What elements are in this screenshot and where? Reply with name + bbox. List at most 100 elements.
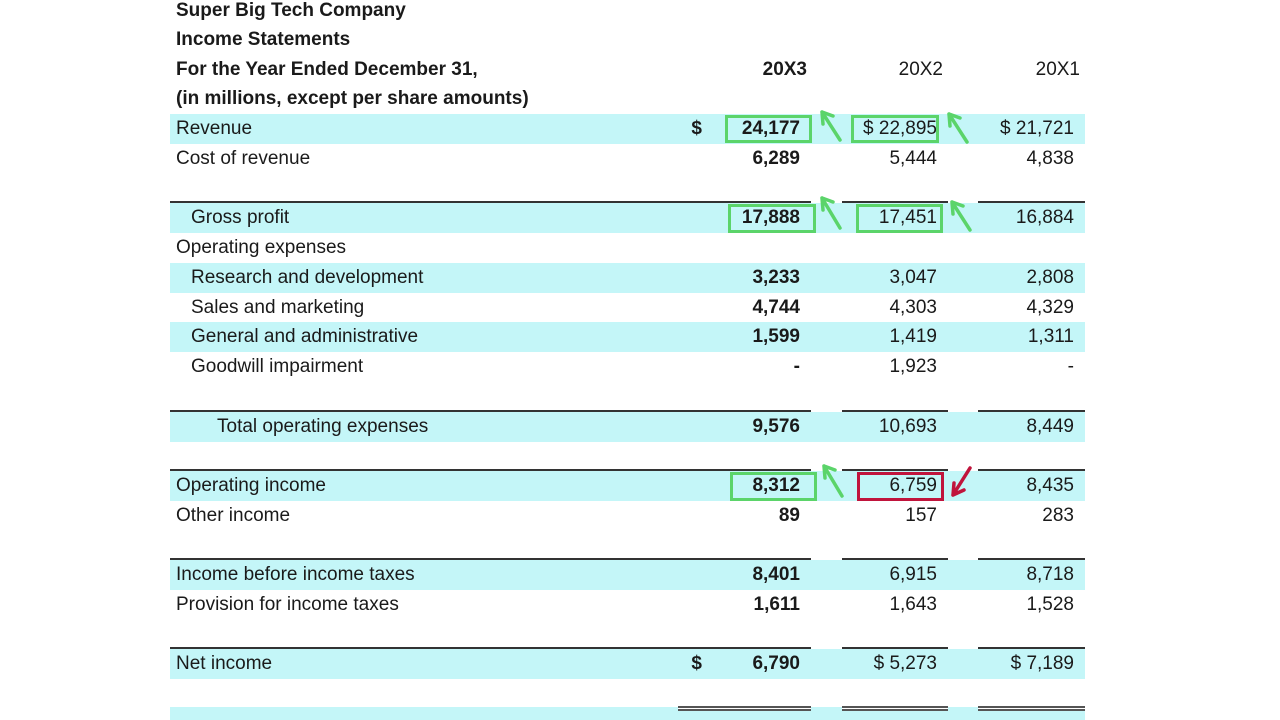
row-band — [170, 412, 1085, 442]
table-row: Income before income taxes 8,401 6,915 8… — [0, 560, 1280, 590]
row-label: Gross profit — [191, 207, 290, 228]
subtotal-rule — [842, 647, 948, 649]
table-row: Other income 89 157 283 — [0, 501, 1280, 531]
double-rule — [678, 706, 811, 711]
units-label: (in millions, except per share amounts) — [176, 88, 529, 109]
value-20x3: 6,289 — [752, 148, 800, 169]
value-20x3: 1,611 — [753, 594, 801, 615]
table-row: Net income $ 6,790 $ 5,273 $ 7,189 — [0, 649, 1280, 679]
row-label: Operating income — [176, 475, 326, 496]
value-20x2: 4,303 — [889, 297, 937, 318]
subtotal-rule — [170, 410, 811, 412]
subtotal-rule — [842, 558, 948, 560]
value-20x2: 1,643 — [889, 594, 937, 615]
table-row: Total operating expenses 9,576 10,693 8,… — [0, 412, 1280, 442]
column-header-20x3: 20X3 — [762, 59, 807, 80]
value-20x2: 5,444 — [889, 148, 937, 169]
value-20x3: 89 — [778, 505, 800, 526]
value-20x3: 8,401 — [752, 564, 800, 585]
table-row: Gross profit 17,888 17,451 16,884 — [0, 203, 1280, 233]
value-20x3: 6,790 — [752, 653, 800, 674]
row-label: Research and development — [191, 267, 424, 288]
subtotal-rule — [170, 647, 811, 649]
value-20x2: 1,419 — [889, 326, 937, 347]
value-20x3: 24,177 — [741, 118, 800, 139]
value-20x2: 6,759 — [889, 475, 937, 496]
highlight-box-gross-profit-20x2 — [856, 204, 943, 233]
period-label: For the Year Ended December 31, — [176, 59, 478, 80]
value-20x2: $ 22,895 — [863, 118, 937, 139]
value-20x1: 8,435 — [1026, 475, 1074, 496]
table-row: Goodwill impairment - 1,923 - — [0, 352, 1280, 382]
value-20x1: $ 21,721 — [1000, 118, 1074, 139]
table-row: Revenue $ 24,177 $ 22,895 $ 21,721 — [0, 114, 1280, 144]
table-row: Operating income 8,312 6,759 8,435 — [0, 471, 1280, 501]
value-20x1: 4,329 — [1026, 297, 1074, 318]
table-row: Provision for income taxes 1,611 1,643 1… — [0, 590, 1280, 620]
row-label: Provision for income taxes — [176, 594, 399, 615]
highlight-box-gross-profit-20x3 — [728, 204, 816, 233]
row-label: Revenue — [176, 118, 253, 139]
value-20x3: - — [793, 356, 800, 377]
highlight-box-revenue-20x2 — [851, 115, 939, 143]
row-label: General and administrative — [191, 326, 419, 347]
row-band — [170, 203, 1085, 233]
row-label: Operating expenses — [176, 237, 347, 258]
value-20x2: 157 — [905, 505, 937, 526]
value-20x2: 3,047 — [889, 267, 937, 288]
table-row: General and administrative 1,599 1,419 1… — [0, 322, 1280, 352]
subtotal-rule — [842, 201, 948, 203]
row-label: Other income — [176, 505, 291, 526]
highlight-box-revenue-20x3 — [725, 115, 812, 143]
dollar-sign: $ — [691, 653, 702, 674]
value-20x1: 283 — [1042, 505, 1074, 526]
value-20x2: 6,915 — [889, 564, 937, 585]
value-20x3: 3,233 — [752, 267, 800, 288]
row-label: Total operating expenses — [217, 416, 429, 437]
column-header-20x2: 20X2 — [898, 59, 943, 80]
subtotal-rule — [170, 469, 811, 471]
value-20x3: 4,744 — [752, 297, 800, 318]
subtotal-rule — [978, 647, 1085, 649]
subtotal-rule — [842, 469, 948, 471]
double-rule — [842, 706, 948, 711]
table-row: Sales and marketing 4,744 4,303 4,329 — [0, 293, 1280, 323]
row-band — [170, 114, 1085, 144]
double-rule — [978, 706, 1085, 711]
value-20x3: 1,599 — [752, 326, 800, 347]
row-label: Cost of revenue — [176, 148, 311, 169]
subtotal-rule — [978, 201, 1085, 203]
highlight-box-operating-income-20x3 — [730, 472, 817, 501]
value-20x1: 4,838 — [1026, 148, 1074, 169]
arrow-up-left-icon — [820, 110, 842, 142]
subtotal-rule — [978, 410, 1085, 412]
value-20x1: 1,528 — [1026, 594, 1074, 615]
subtotal-rule — [170, 201, 811, 203]
subtotal-rule — [170, 558, 811, 560]
row-label: Net income — [176, 653, 273, 674]
row-band — [170, 471, 1085, 501]
row-band — [170, 263, 1085, 293]
dollar-sign: $ — [691, 118, 702, 139]
subtotal-rule — [978, 558, 1085, 560]
value-20x2: 10,693 — [878, 416, 937, 437]
value-20x1: 16,884 — [1015, 207, 1074, 228]
value-20x1: 2,808 — [1026, 267, 1074, 288]
value-20x2: 17,451 — [878, 207, 937, 228]
row-label: Income before income taxes — [176, 564, 415, 585]
statement-title: Income Statements — [176, 29, 351, 50]
value-20x1: 8,718 — [1026, 564, 1074, 585]
column-header-20x1: 20X1 — [1035, 59, 1080, 80]
value-20x3: 17,888 — [741, 207, 800, 228]
subtotal-rule — [978, 469, 1085, 471]
table-row: Research and development 3,233 3,047 2,8… — [0, 263, 1280, 293]
arrow-up-left-icon — [947, 112, 969, 144]
value-20x1: - — [1067, 356, 1074, 377]
value-20x1: $ 7,189 — [1010, 653, 1074, 674]
arrow-up-left-icon — [820, 196, 842, 230]
row-band — [170, 322, 1085, 352]
subtotal-rule — [842, 410, 948, 412]
row-band — [170, 649, 1085, 679]
company-name: Super Big Tech Company — [176, 0, 406, 21]
